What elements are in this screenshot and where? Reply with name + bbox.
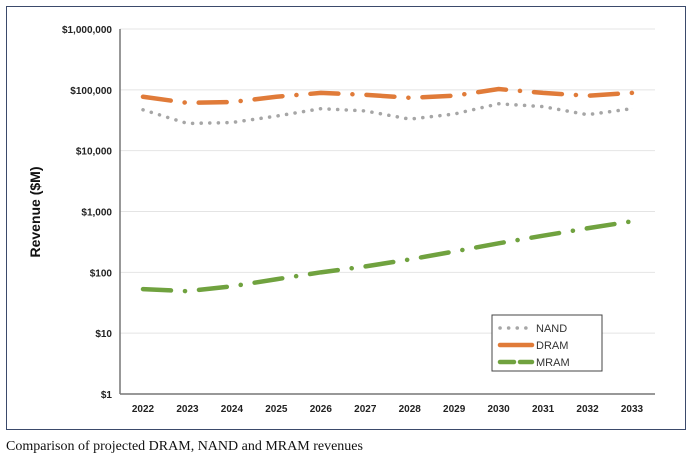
x-tick-label: 2029	[443, 404, 466, 415]
y-tick-label: $1,000	[81, 208, 112, 219]
x-tick-label: 2033	[621, 404, 644, 415]
x-tick-label: 2023	[176, 404, 199, 415]
legend-label: NAND	[536, 323, 567, 335]
legend: NAND DRAM MRAM	[491, 314, 603, 372]
x-tick-label: 2030	[488, 404, 511, 415]
series-line-dram	[140, 86, 635, 106]
y-tick-label: $100	[90, 268, 113, 279]
x-tick-label: 2031	[532, 404, 555, 415]
y-tick-label: $10	[95, 329, 112, 340]
x-tick-label: 2025	[265, 404, 288, 415]
legend-label: DRAM	[536, 340, 568, 352]
x-tick-label: 2032	[576, 404, 599, 415]
x-tick-label: 2028	[399, 404, 422, 415]
x-tick-label: 2022	[132, 404, 155, 415]
legend-label: MRAM	[536, 357, 570, 369]
y-axis-label: Revenue ($M)	[27, 166, 43, 257]
figure-caption: Comparison of projected DRAM, NAND and M…	[6, 439, 363, 454]
x-tick-label: 2027	[354, 404, 377, 415]
series-line-nand	[141, 102, 634, 126]
y-tick-label: $1	[101, 390, 113, 401]
series-line-mram	[140, 219, 635, 294]
y-tick-label: $10,000	[76, 147, 113, 158]
y-tick-label: $1,000,000	[62, 25, 112, 36]
x-tick-label: 2026	[310, 404, 333, 415]
chart-frame	[6, 6, 686, 430]
x-tick-label: 2024	[221, 404, 244, 415]
y-tick-label: $100,000	[70, 86, 112, 97]
